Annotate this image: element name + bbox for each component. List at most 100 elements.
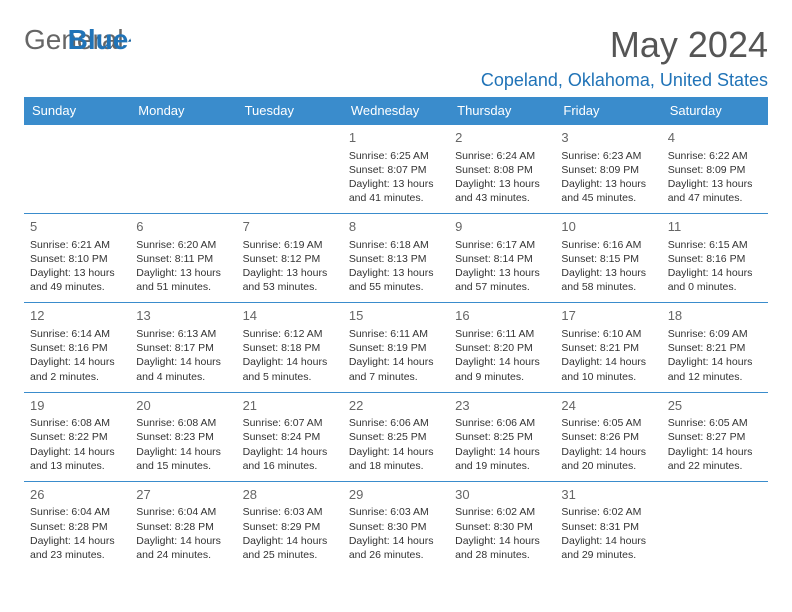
sunset-text: Sunset: 8:30 PM [349,520,443,534]
daylight-text: Daylight: 14 hours and 0 minutes. [668,266,762,294]
day-header: Saturday [662,97,768,125]
day-number: 17 [561,307,655,325]
daylight-text: Daylight: 14 hours and 9 minutes. [455,355,549,383]
daylight-text: Daylight: 14 hours and 5 minutes. [243,355,337,383]
sunset-text: Sunset: 8:29 PM [243,520,337,534]
day-info: Sunrise: 6:22 AMSunset: 8:09 PMDaylight:… [668,149,762,206]
sunrise-text: Sunrise: 6:06 AM [349,416,443,430]
calendar-day-cell: 22Sunrise: 6:06 AMSunset: 8:25 PMDayligh… [343,392,449,481]
sunrise-text: Sunrise: 6:03 AM [243,505,337,519]
day-number: 31 [561,486,655,504]
calendar-day-cell [662,481,768,570]
sunset-text: Sunset: 8:28 PM [30,520,124,534]
daylight-text: Daylight: 13 hours and 43 minutes. [455,177,549,205]
calendar-day-cell: 1 Sunrise: 6:25 AMSunset: 8:07 PMDaylight… [343,125,449,214]
day-number: 7 [243,218,337,236]
sunrise-text: Sunrise: 6:05 AM [561,416,655,430]
daylight-text: Daylight: 14 hours and 15 minutes. [136,445,230,473]
daylight-text: Daylight: 13 hours and 53 minutes. [243,266,337,294]
sunset-text: Sunset: 8:25 PM [349,430,443,444]
daylight-text: Daylight: 14 hours and 20 minutes. [561,445,655,473]
calendar-day-cell: 5Sunrise: 6:21 AMSunset: 8:10 PMDaylight… [24,214,130,303]
day-info: Sunrise: 6:05 AMSunset: 8:27 PMDaylight:… [668,416,762,473]
day-info: Sunrise: 6:08 AMSunset: 8:22 PMDaylight:… [30,416,124,473]
sunset-text: Sunset: 8:07 PM [349,163,443,177]
daylight-text: Daylight: 14 hours and 25 minutes. [243,534,337,562]
daylight-text: Daylight: 13 hours and 45 minutes. [561,177,655,205]
daylight-text: Daylight: 14 hours and 29 minutes. [561,534,655,562]
day-info: Sunrise: 6:02 AMSunset: 8:31 PMDaylight:… [561,505,655,562]
sunrise-text: Sunrise: 6:04 AM [30,505,124,519]
day-info: Sunrise: 6:25 AMSunset: 8:07 PMDaylight:… [349,149,443,206]
sunrise-text: Sunrise: 6:13 AM [136,327,230,341]
sunrise-text: Sunrise: 6:24 AM [455,149,549,163]
day-header: Thursday [449,97,555,125]
calendar-day-cell: 31Sunrise: 6:02 AMSunset: 8:31 PMDayligh… [555,481,661,570]
day-number: 3 [561,129,655,147]
day-number: 15 [349,307,443,325]
sunrise-text: Sunrise: 6:20 AM [136,238,230,252]
day-info: Sunrise: 6:07 AMSunset: 8:24 PMDaylight:… [243,416,337,473]
sunset-text: Sunset: 8:27 PM [668,430,762,444]
sunset-text: Sunset: 8:16 PM [668,252,762,266]
day-number: 16 [455,307,549,325]
daylight-text: Daylight: 13 hours and 47 minutes. [668,177,762,205]
day-info: Sunrise: 6:23 AMSunset: 8:09 PMDaylight:… [561,149,655,206]
daylight-text: Daylight: 14 hours and 10 minutes. [561,355,655,383]
day-number: 28 [243,486,337,504]
calendar-day-cell: 19Sunrise: 6:08 AMSunset: 8:22 PMDayligh… [24,392,130,481]
day-info: Sunrise: 6:21 AMSunset: 8:10 PMDaylight:… [30,238,124,295]
sunset-text: Sunset: 8:25 PM [455,430,549,444]
page-title: May 2024 [481,24,768,66]
daylight-text: Daylight: 13 hours and 58 minutes. [561,266,655,294]
sunset-text: Sunset: 8:28 PM [136,520,230,534]
calendar-day-cell: 7Sunrise: 6:19 AMSunset: 8:12 PMDaylight… [237,214,343,303]
sunset-text: Sunset: 8:17 PM [136,341,230,355]
sunrise-text: Sunrise: 6:03 AM [349,505,443,519]
day-number: 24 [561,397,655,415]
sunrise-text: Sunrise: 6:04 AM [136,505,230,519]
sunrise-text: Sunrise: 6:23 AM [561,149,655,163]
calendar-day-cell: 4Sunrise: 6:22 AMSunset: 8:09 PMDaylight… [662,125,768,214]
day-number: 13 [136,307,230,325]
daylight-text: Daylight: 14 hours and 26 minutes. [349,534,443,562]
sunset-text: Sunset: 8:11 PM [136,252,230,266]
day-number: 1 [349,129,443,147]
day-info: Sunrise: 6:14 AMSunset: 8:16 PMDaylight:… [30,327,124,384]
calendar-day-cell: 21Sunrise: 6:07 AMSunset: 8:24 PMDayligh… [237,392,343,481]
calendar-table: Sunday Monday Tuesday Wednesday Thursday… [24,97,768,570]
sunset-text: Sunset: 8:21 PM [561,341,655,355]
daylight-text: Daylight: 14 hours and 22 minutes. [668,445,762,473]
calendar-day-cell: 17Sunrise: 6:10 AMSunset: 8:21 PMDayligh… [555,303,661,392]
daylight-text: Daylight: 14 hours and 4 minutes. [136,355,230,383]
sunrise-text: Sunrise: 6:08 AM [30,416,124,430]
day-info: Sunrise: 6:24 AMSunset: 8:08 PMDaylight:… [455,149,549,206]
day-info: Sunrise: 6:16 AMSunset: 8:15 PMDaylight:… [561,238,655,295]
calendar-day-cell [237,125,343,214]
daylight-text: Daylight: 14 hours and 19 minutes. [455,445,549,473]
day-header: Sunday [24,97,130,125]
calendar-day-cell: 12Sunrise: 6:14 AMSunset: 8:16 PMDayligh… [24,303,130,392]
sunrise-text: Sunrise: 6:07 AM [243,416,337,430]
sunrise-text: Sunrise: 6:18 AM [349,238,443,252]
calendar-day-cell: 30Sunrise: 6:02 AMSunset: 8:30 PMDayligh… [449,481,555,570]
daylight-text: Daylight: 14 hours and 18 minutes. [349,445,443,473]
day-number: 19 [30,397,124,415]
sunrise-text: Sunrise: 6:25 AM [349,149,443,163]
sunset-text: Sunset: 8:18 PM [243,341,337,355]
day-info: Sunrise: 6:06 AMSunset: 8:25 PMDaylight:… [349,416,443,473]
calendar-day-cell: 20Sunrise: 6:08 AMSunset: 8:23 PMDayligh… [130,392,236,481]
day-number: 9 [455,218,549,236]
calendar-day-cell: 16Sunrise: 6:11 AMSunset: 8:20 PMDayligh… [449,303,555,392]
calendar-day-cell [24,125,130,214]
day-number: 20 [136,397,230,415]
daylight-text: Daylight: 14 hours and 2 minutes. [30,355,124,383]
day-number: 6 [136,218,230,236]
day-info: Sunrise: 6:08 AMSunset: 8:23 PMDaylight:… [136,416,230,473]
logo-text-2: Blue [68,24,129,56]
calendar-day-cell: 28Sunrise: 6:03 AMSunset: 8:29 PMDayligh… [237,481,343,570]
sunrise-text: Sunrise: 6:19 AM [243,238,337,252]
sunrise-text: Sunrise: 6:17 AM [455,238,549,252]
sunset-text: Sunset: 8:14 PM [455,252,549,266]
calendar-day-cell: 27Sunrise: 6:04 AMSunset: 8:28 PMDayligh… [130,481,236,570]
